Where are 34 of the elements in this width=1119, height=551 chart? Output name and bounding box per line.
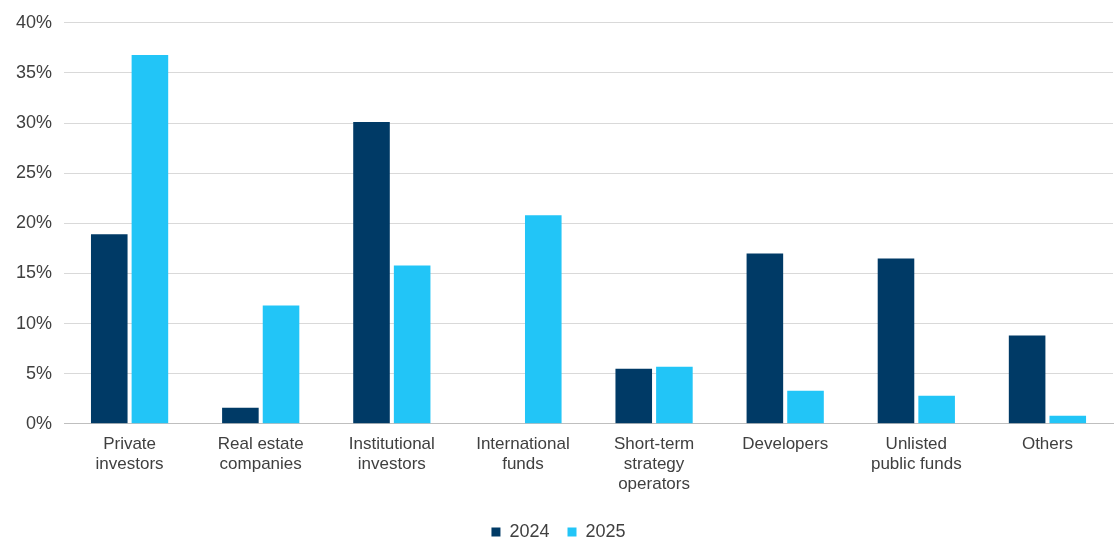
bar <box>787 390 824 424</box>
bar <box>877 258 915 424</box>
y-tick-label: 0% <box>26 412 53 433</box>
y-tick-label: 30% <box>16 112 53 133</box>
x-tick-label: Institutional investors <box>348 433 435 474</box>
legend-label: 2025 <box>585 520 626 541</box>
x-tick-label: Short-term strategy operators <box>613 433 695 494</box>
y-tick-label: 10% <box>16 312 53 333</box>
y-tick-label: 40% <box>16 11 53 32</box>
y-tick-label: 5% <box>26 362 53 383</box>
legend-label: 2024 <box>509 520 550 541</box>
bar <box>131 54 169 424</box>
x-tick-label: Real estate companies <box>217 433 304 474</box>
y-tick-label: 15% <box>16 262 53 283</box>
bar <box>615 368 653 424</box>
y-tick-label: 20% <box>16 212 53 233</box>
bar <box>1049 415 1087 424</box>
y-tick-label: 25% <box>16 162 53 183</box>
bar <box>746 253 784 424</box>
bar <box>262 305 300 424</box>
bar <box>524 215 562 424</box>
bar <box>656 366 693 424</box>
bar <box>90 234 128 424</box>
x-tick-label: Developers <box>742 433 829 453</box>
bar <box>393 265 431 424</box>
y-tick-label: 35% <box>16 61 53 82</box>
bar <box>918 395 955 424</box>
bar <box>1008 335 1046 424</box>
bar <box>353 122 390 424</box>
x-tick-label: Unlisted public funds <box>870 433 962 474</box>
x-tick-label: International funds <box>476 433 570 474</box>
x-tick-label: Others <box>1021 433 1073 453</box>
x-tick-label: Private investors <box>95 433 164 474</box>
bar <box>222 407 259 424</box>
